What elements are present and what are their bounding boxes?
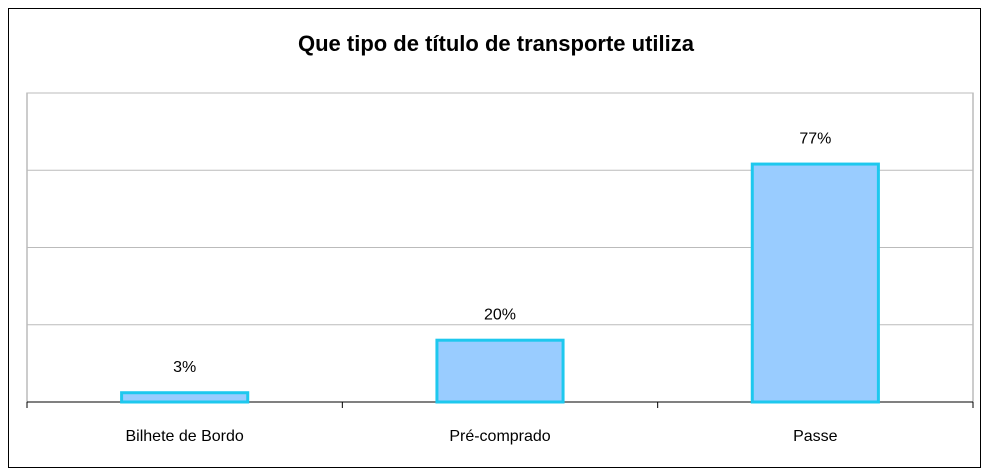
chart-title: Que tipo de título de transporte utiliza [298, 31, 695, 56]
bar [750, 162, 880, 404]
x-tick-label: Passe [793, 428, 838, 445]
bar [120, 391, 250, 404]
data-label: 20% [484, 306, 516, 323]
bar [435, 338, 565, 404]
x-tick-label: Bilhete de Bordo [126, 428, 244, 445]
x-tick-label: Pré-comprado [449, 428, 550, 445]
data-label: 3% [173, 359, 196, 376]
data-label: 77% [799, 130, 831, 147]
